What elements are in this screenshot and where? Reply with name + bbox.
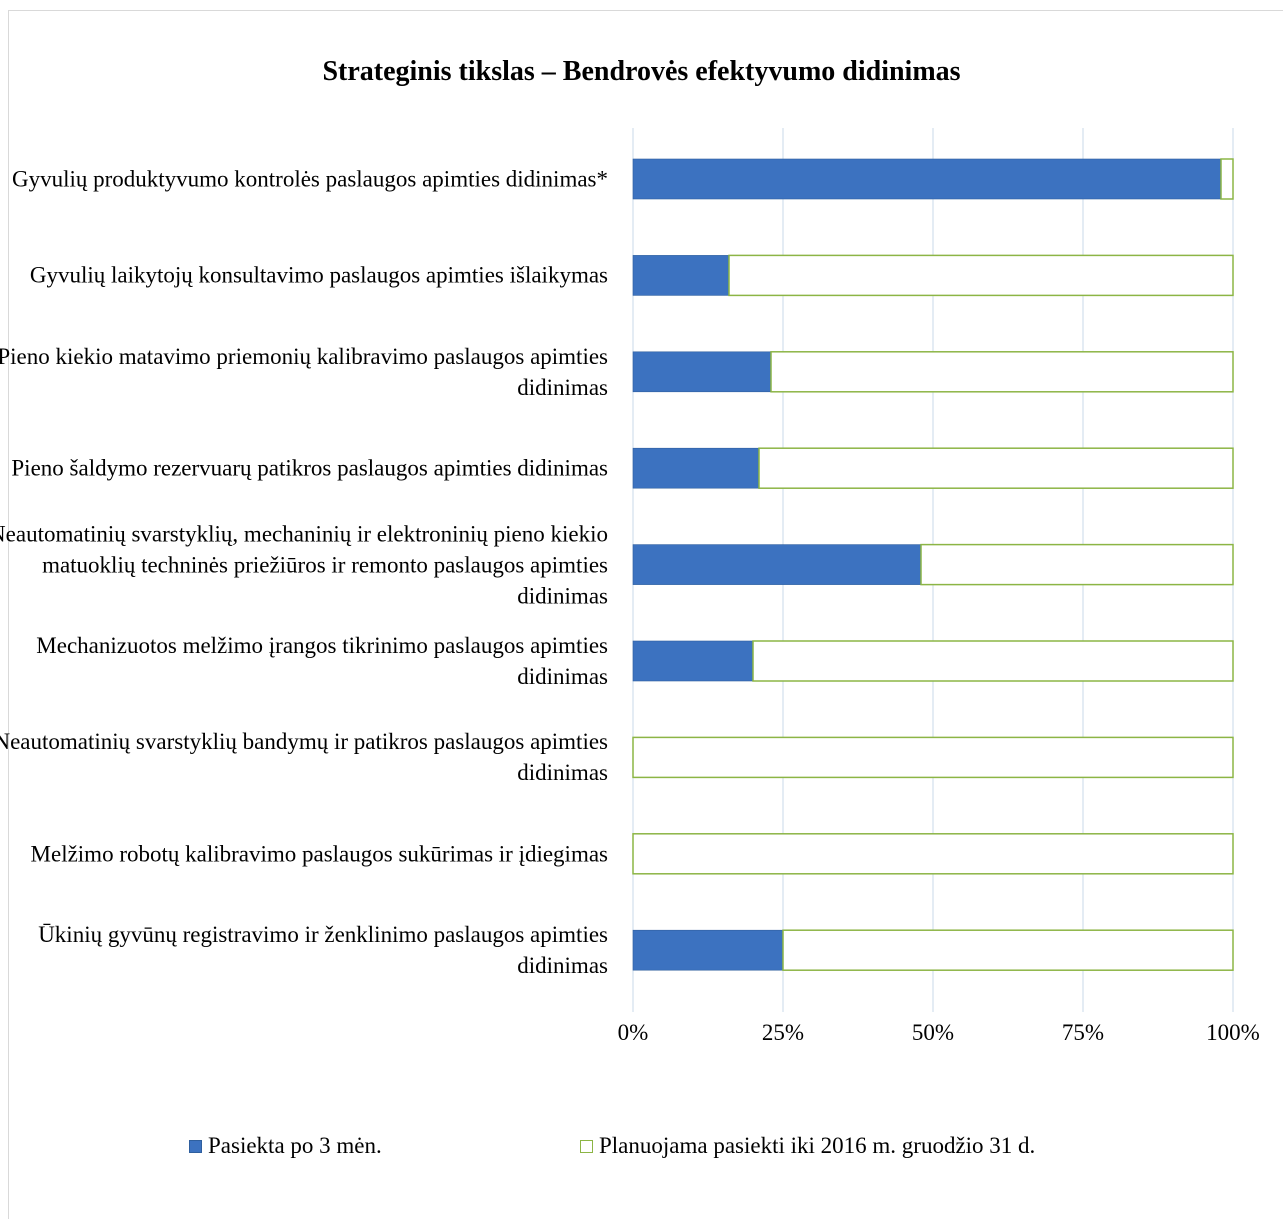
bar-achieved xyxy=(632,351,772,393)
bar-achieved xyxy=(632,447,760,489)
x-tick-label: 0% xyxy=(618,1020,649,1045)
category-label: Mechanizuotos melžimo įrangos tikrinimo … xyxy=(36,633,608,689)
bar-planned xyxy=(920,543,1234,586)
bar-planned xyxy=(1220,158,1234,200)
legend-swatch xyxy=(580,1139,593,1153)
category-label: Melžimo robotų kalibravimo paslaugos suk… xyxy=(30,841,608,867)
legend-item: Planuojama pasiekti iki 2016 m. gruodžio… xyxy=(580,1133,1035,1159)
chart-frame xyxy=(8,10,1283,1219)
bar-planned xyxy=(758,447,1234,489)
bar-achieved xyxy=(632,929,784,971)
bar-planned xyxy=(728,254,1234,297)
bar-achieved xyxy=(632,544,922,585)
category-label: Pieno kiekio matavimo priemonių kalibrav… xyxy=(0,343,608,400)
x-tick-label: 75% xyxy=(1062,1020,1104,1045)
x-tick-label: 100% xyxy=(1206,1020,1260,1045)
legend-label: Pasiekta po 3 mėn. xyxy=(208,1133,382,1158)
x-tick-label: 25% xyxy=(762,1020,804,1045)
category-label: Gyvulių laikytojų konsultavimo paslaugos… xyxy=(29,262,608,288)
bar-achieved xyxy=(632,255,730,296)
x-tick-label: 50% xyxy=(912,1020,954,1045)
category-label: Gyvulių produktyvumo kontrolės paslaugos… xyxy=(11,166,608,192)
chart-title: Strateginis tikslas – Bendrovės efektyvu… xyxy=(322,56,961,87)
bar-achieved xyxy=(632,640,754,682)
category-label: Pieno šaldymo rezervuarų patikros paslau… xyxy=(11,455,608,481)
legend-label: Planuojama pasiekti iki 2016 m. gruodžio… xyxy=(599,1133,1036,1158)
bar-planned xyxy=(632,833,1234,875)
bar-planned xyxy=(782,929,1234,971)
legend-swatch xyxy=(189,1139,202,1153)
category-label: Ūkinių gyvūnų registravimo ir ženklinimo… xyxy=(38,922,608,979)
legend-item: Pasiekta po 3 mėn. xyxy=(189,1133,382,1159)
legend: Pasiekta po 3 mėn. Planuojama pasiekti ik… xyxy=(0,1133,1283,1163)
category-label: Neautomatinių svarstyklių bandymų ir pat… xyxy=(0,729,608,786)
bar-planned xyxy=(770,351,1234,393)
bar-planned xyxy=(752,640,1234,682)
bar-achieved xyxy=(632,158,1222,200)
category-label: Neautomatinių svarstyklių, mechaninių ir… xyxy=(0,521,608,609)
bar-planned xyxy=(632,736,1234,779)
